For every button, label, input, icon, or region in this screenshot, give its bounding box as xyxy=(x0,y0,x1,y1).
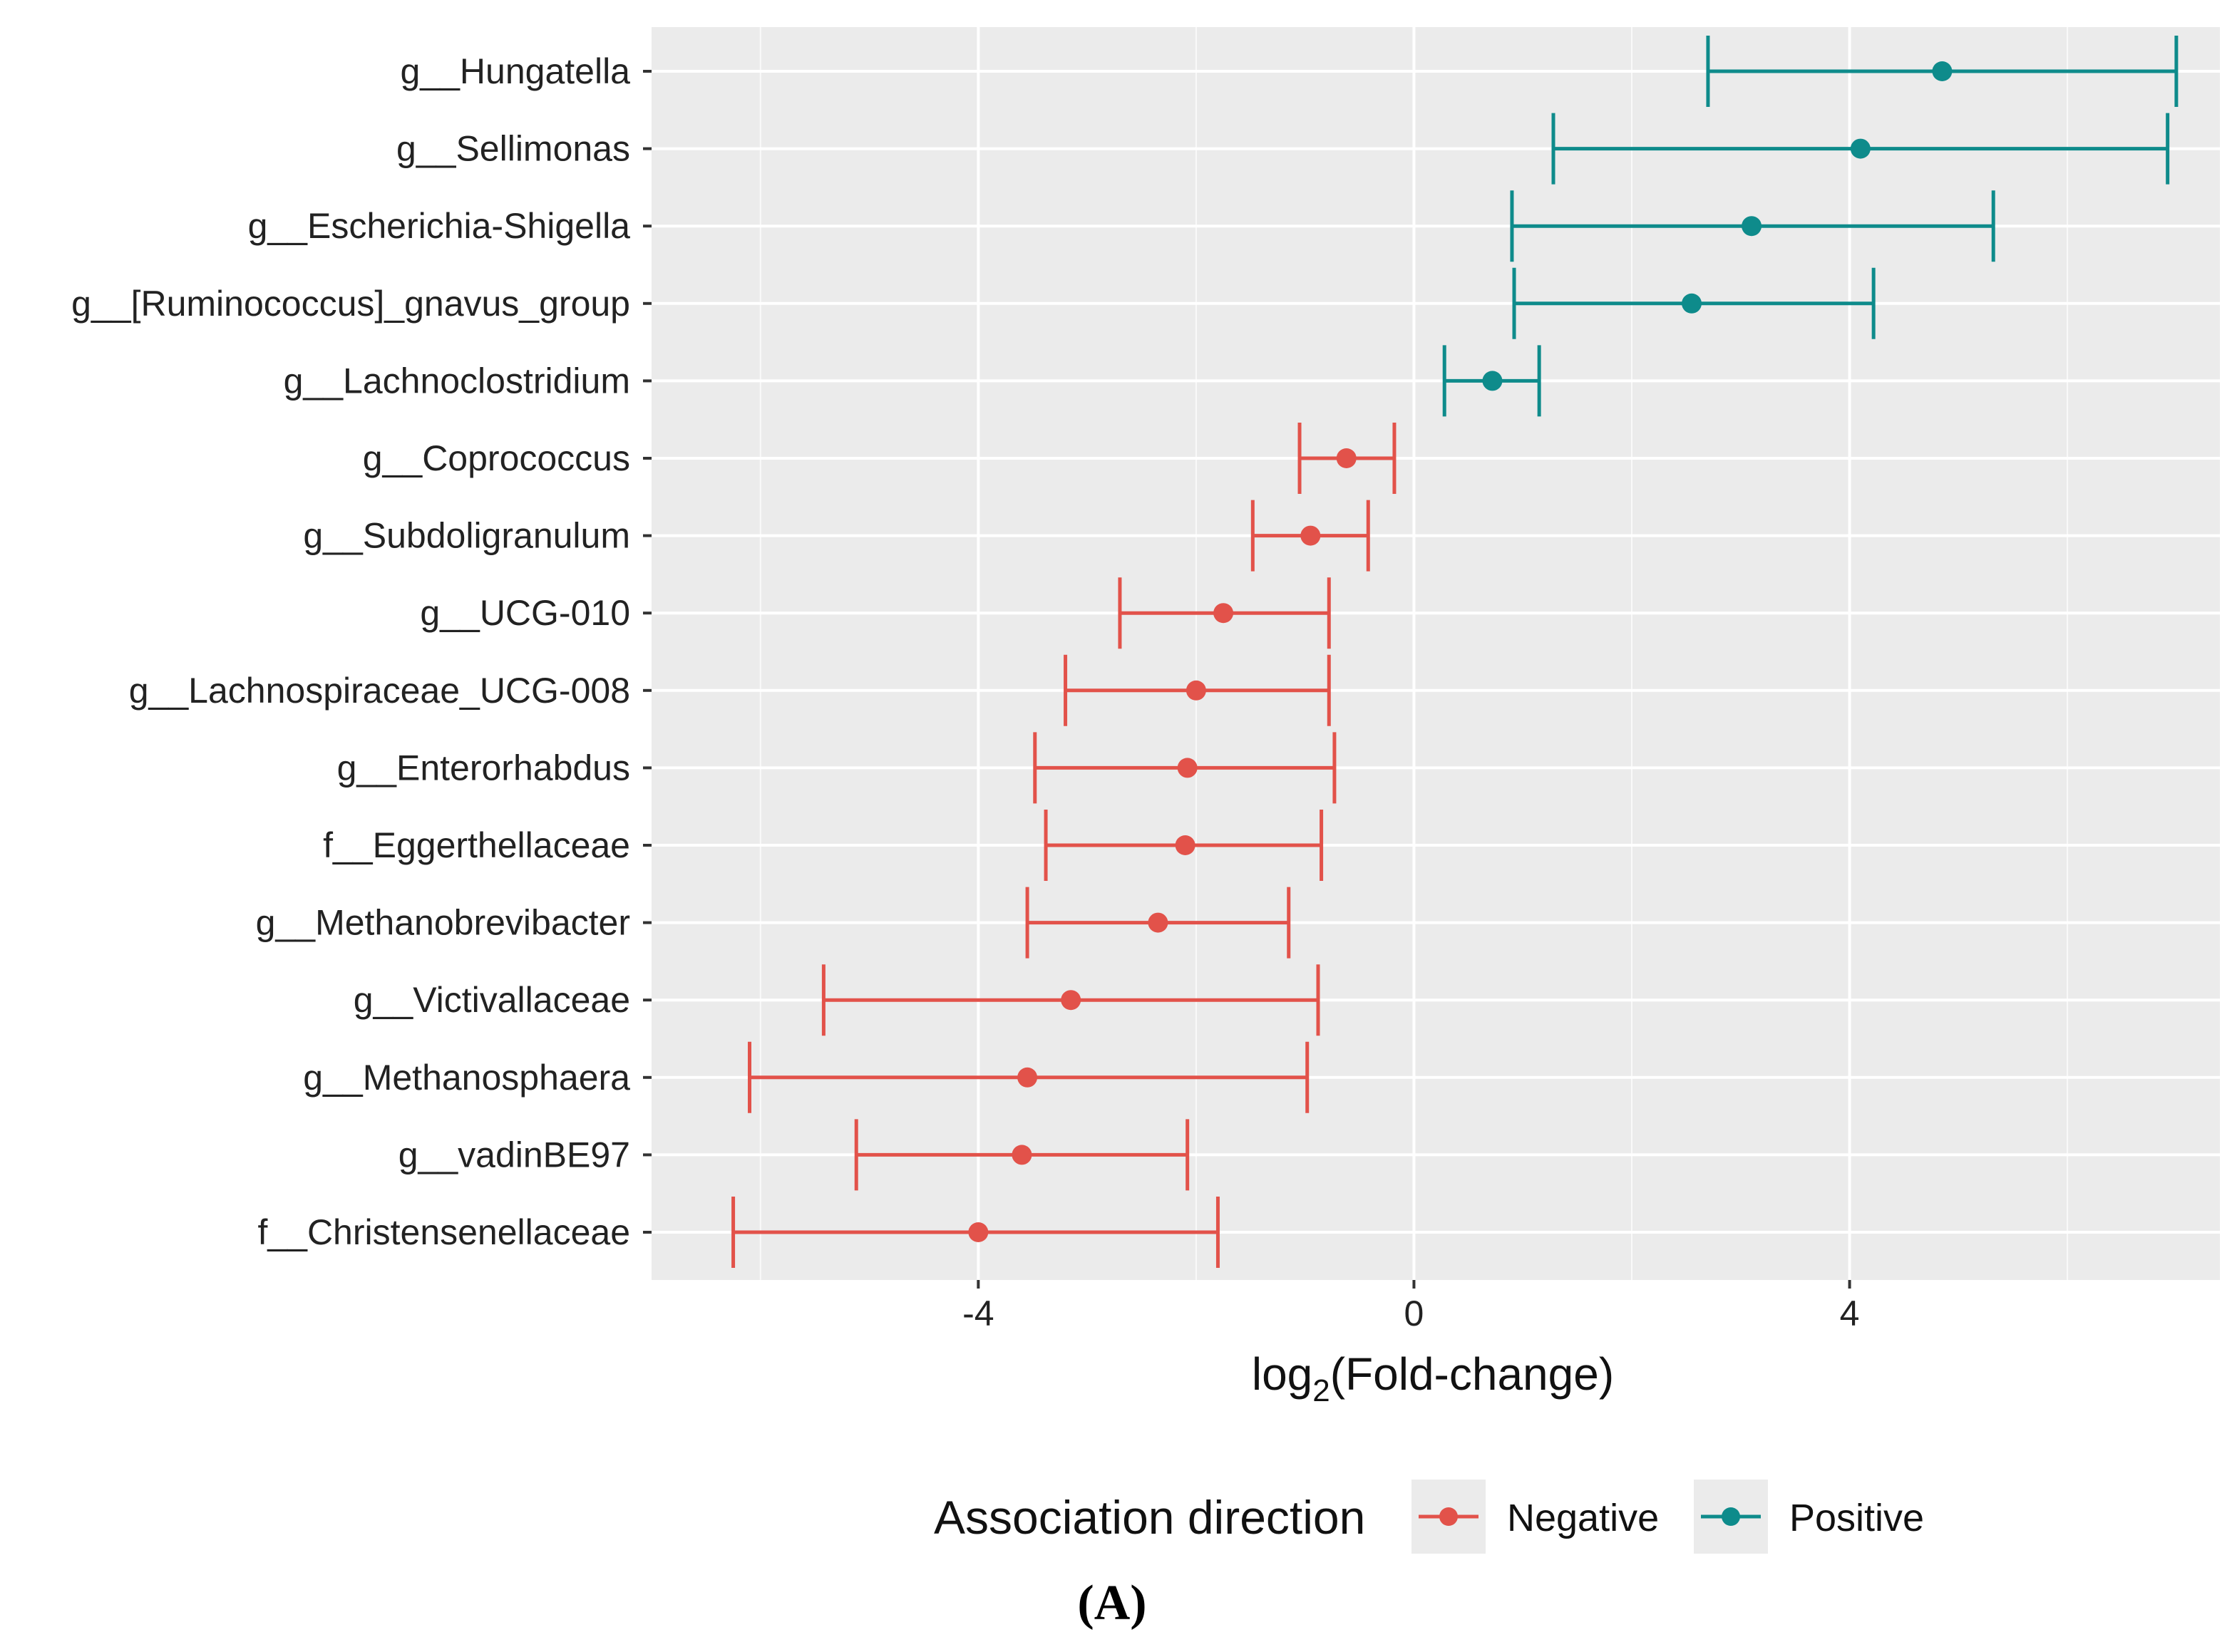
data-point xyxy=(1850,138,1871,159)
data-points xyxy=(968,61,1953,1242)
x-axis-title-subscript: 2 xyxy=(1312,1373,1330,1408)
y-axis-label: g__Subdoligranulum xyxy=(303,516,630,556)
data-point xyxy=(1742,216,1762,237)
data-point xyxy=(1175,835,1195,855)
data-point xyxy=(1300,525,1321,546)
y-axis-label: g__Lachnoclostridium xyxy=(284,361,630,401)
y-axis-label: g__Enterorhabdus xyxy=(337,748,630,788)
x-axis-title: log2(Fold-change) xyxy=(1252,1348,1614,1408)
data-point xyxy=(968,1222,989,1242)
y-axis-label: g__[Ruminococcus]_gnavus_group xyxy=(71,284,630,324)
data-point xyxy=(1932,61,1953,81)
plot-panel xyxy=(652,27,2220,1280)
data-point xyxy=(1186,680,1206,701)
y-axis-label: f__Christensenellaceae xyxy=(257,1212,630,1252)
legend-title: Association direction xyxy=(934,1491,1365,1544)
y-axis-label: g__Escherichia-Shigella xyxy=(248,206,631,246)
y-axis-ticks xyxy=(643,70,652,1234)
x-tick-label: -4 xyxy=(962,1294,994,1333)
panel-letter: (A) xyxy=(1077,1576,1146,1631)
x-tick-label: 0 xyxy=(1404,1294,1424,1333)
grid-lines xyxy=(652,27,2220,1280)
y-axis-label: g__UCG-010 xyxy=(420,593,630,633)
data-point xyxy=(1148,912,1168,933)
y-axis-label: g__Victivallaceae xyxy=(354,980,630,1020)
legend-entry-label: Positive xyxy=(1789,1497,1924,1539)
data-point xyxy=(1336,448,1357,468)
data-point xyxy=(1682,293,1702,314)
y-axis-label: g__Methanosphaera xyxy=(303,1058,630,1098)
legend-entries: Negative Positive xyxy=(1411,1480,1924,1554)
y-axis-label: g__Coprococcus xyxy=(363,438,630,478)
y-axis-labels: g__Hungatella g__Sellimonas g__Escherichia… xyxy=(71,51,630,1252)
y-axis-label: g__Hungatella xyxy=(401,51,631,91)
y-axis-label: g__Lachnospiraceae_UCG-008 xyxy=(129,671,630,711)
legend-entry-label: Negative xyxy=(1507,1497,1659,1539)
data-point xyxy=(1213,603,1234,624)
y-axis-label: g__Sellimonas xyxy=(396,129,630,169)
data-point xyxy=(1012,1145,1032,1165)
x-axis-ticks: -4 0 4 xyxy=(962,1280,1859,1333)
y-axis-label: g__Methanobrevibacter xyxy=(256,903,630,943)
legend-key-point xyxy=(1722,1507,1740,1526)
data-point xyxy=(1061,990,1081,1011)
data-point xyxy=(1017,1067,1038,1088)
y-axis-label: g__vadinBE97 xyxy=(398,1135,630,1175)
data-point xyxy=(1177,758,1198,778)
y-axis-label: f__Eggerthellaceae xyxy=(323,825,630,865)
data-point xyxy=(1482,371,1503,391)
x-tick-label: 4 xyxy=(1840,1294,1860,1333)
legend: Association direction Negative Positive xyxy=(934,1480,1924,1554)
x-axis-title-rest: (Fold-change) xyxy=(1330,1348,1614,1400)
x-axis-title-main: log xyxy=(1252,1348,1312,1400)
legend-key-point xyxy=(1439,1507,1458,1526)
